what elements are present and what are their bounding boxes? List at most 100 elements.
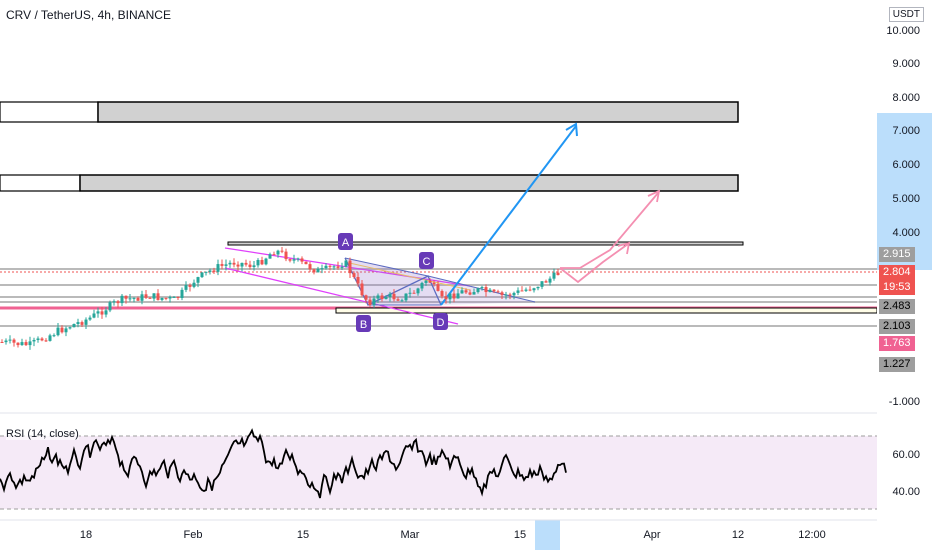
axis-tick: 9.000 <box>892 58 920 70</box>
zone-upper-white[interactable] <box>0 101 99 123</box>
candle-body <box>100 311 104 315</box>
candle-body <box>232 262 236 265</box>
price-tag-last-price: 2.804 <box>879 265 915 280</box>
axis-tick: 7.000 <box>892 125 920 137</box>
price-tag-level-red: 1.763 <box>879 336 915 351</box>
point-c-text: C <box>423 256 431 268</box>
price-tag-countdown: 19:53 <box>879 280 915 295</box>
candle-body <box>240 262 244 267</box>
point-d-label[interactable]: D <box>433 313 448 330</box>
candle-body <box>380 295 384 300</box>
candle-body <box>108 302 112 311</box>
candle-body <box>348 260 352 274</box>
point-c-label[interactable]: C <box>419 252 434 269</box>
candle-body <box>292 259 296 261</box>
candle-body <box>144 294 148 298</box>
candle-body <box>552 272 556 279</box>
candle-body <box>280 250 284 252</box>
candle-body <box>536 286 540 289</box>
candle-body <box>192 282 196 287</box>
candle-body <box>444 296 448 300</box>
candle-body <box>492 289 496 292</box>
price-tag-level-bottom: 1.227 <box>879 357 915 372</box>
candle-body <box>364 295 368 300</box>
candle-body <box>340 266 344 268</box>
candle-body <box>256 260 260 266</box>
axis-tick: 10.000 <box>886 25 920 37</box>
symbol-title[interactable]: CRV / TetherUS, 4h, BINANCE <box>6 8 171 22</box>
candle-body <box>120 295 124 304</box>
candle-body <box>56 327 60 336</box>
time-tick: Apr <box>643 529 661 541</box>
zone-upper-gray[interactable] <box>97 101 739 123</box>
point-b-label[interactable]: B <box>356 315 371 332</box>
candle-body <box>0 342 4 343</box>
rsi-indicator-label[interactable]: RSI (14, close) <box>6 428 79 440</box>
pink-arrow-head-large <box>647 189 661 203</box>
price-chart[interactable]: A B C D <box>0 0 877 550</box>
axis-tick: -1.000 <box>888 396 920 408</box>
candle-body <box>512 292 516 296</box>
candle-body <box>436 284 440 291</box>
currency-unit-button[interactable]: USDT <box>888 7 924 22</box>
blue-projection-arrow[interactable] <box>440 125 577 306</box>
candle-body <box>220 264 224 266</box>
rsi-axis-tick: 40.00 <box>892 486 920 498</box>
candle-body <box>36 338 40 340</box>
candle-body <box>12 339 16 343</box>
candle-body <box>428 280 432 283</box>
candle-body <box>392 293 396 300</box>
candle-body <box>236 264 240 267</box>
axis-tick: 4.000 <box>892 227 920 239</box>
candle-body <box>252 265 256 268</box>
pink-path-large[interactable] <box>560 192 659 269</box>
candle-body <box>372 298 376 305</box>
candle-body <box>464 290 468 293</box>
candle-body <box>148 297 152 299</box>
price-tag-level-high: 2.915 <box>879 247 915 262</box>
candle-body <box>508 294 512 296</box>
candle-body <box>264 258 268 265</box>
candle-body <box>452 293 456 299</box>
candle-body <box>376 295 380 299</box>
candle-body <box>60 327 64 333</box>
time-tick: Feb <box>183 529 203 541</box>
candle-body <box>484 287 488 293</box>
candle-body <box>460 290 464 294</box>
point-d-text: D <box>437 317 445 329</box>
rsi-line <box>0 428 567 499</box>
point-a-label[interactable]: A <box>338 233 353 250</box>
blue-arrow-head <box>565 122 578 137</box>
candle-body <box>248 264 252 268</box>
zone-mid-gray[interactable] <box>79 174 739 192</box>
support-box[interactable] <box>335 307 877 314</box>
candle-body <box>48 335 52 341</box>
candle-body <box>336 266 340 268</box>
time-axis-highlight <box>535 520 560 550</box>
channel-bottom[interactable] <box>224 267 459 325</box>
candle-body <box>196 277 200 283</box>
candle-body <box>480 287 484 289</box>
candle-body <box>324 265 328 269</box>
candle-body <box>268 254 272 259</box>
candle-body <box>152 293 156 299</box>
rsi-band <box>0 436 877 509</box>
candle-body <box>516 290 520 293</box>
candle-body <box>40 338 44 341</box>
candle-body <box>80 322 84 325</box>
candle-body <box>412 292 416 294</box>
candle-body <box>296 258 300 260</box>
candle-body <box>388 293 392 298</box>
candle-body <box>488 289 492 293</box>
candle-body <box>424 280 428 283</box>
candle-body <box>216 264 220 272</box>
time-tick: 12 <box>731 529 745 541</box>
pink-path-small[interactable] <box>559 243 629 284</box>
candle-body <box>104 310 108 315</box>
zone-mid-white[interactable] <box>0 174 81 192</box>
price-axis[interactable]: 10.000 9.000 8.000 7.000 6.000 5.000 4.0… <box>877 0 932 550</box>
candle-body <box>528 289 532 291</box>
candle-body <box>360 283 364 296</box>
candle-body <box>224 264 228 266</box>
candle-body <box>524 289 528 291</box>
